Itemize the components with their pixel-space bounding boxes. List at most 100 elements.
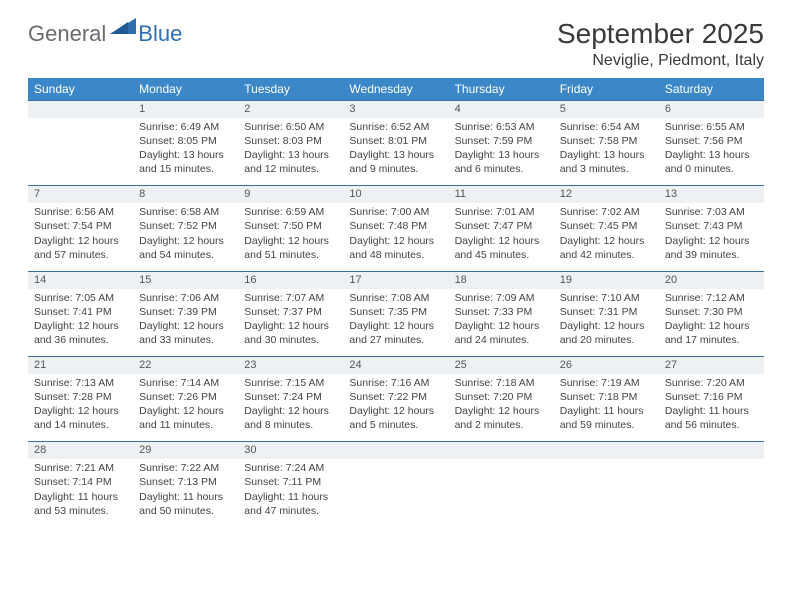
day-number-cell: 8 [133,186,238,203]
day-number-cell: 19 [554,271,659,288]
weekday-header: Monday [133,78,238,101]
page-header: General Blue September 2025 Neviglie, Pi… [28,18,764,70]
sunset-text: Sunset: 8:03 PM [244,134,337,148]
day-number-cell: 2 [238,101,343,118]
sunrise-text: Sunrise: 7:00 AM [349,205,442,219]
sunset-text: Sunset: 7:31 PM [560,305,653,319]
sunrise-text: Sunrise: 7:09 AM [455,291,548,305]
sunset-text: Sunset: 7:59 PM [455,134,548,148]
day-content-row: Sunrise: 7:21 AMSunset: 7:14 PMDaylight:… [28,459,764,527]
sunrise-text: Sunrise: 7:06 AM [139,291,232,305]
day-cell: Sunrise: 7:01 AMSunset: 7:47 PMDaylight:… [449,203,554,271]
day-cell: Sunrise: 7:05 AMSunset: 7:41 PMDaylight:… [28,289,133,357]
day-cell: Sunrise: 6:55 AMSunset: 7:56 PMDaylight:… [659,118,764,186]
sunset-text: Sunset: 7:47 PM [455,219,548,233]
day-number-cell: 4 [449,101,554,118]
daylight-text: Daylight: 12 hours and 2 minutes. [455,404,548,432]
daylight-text: Daylight: 12 hours and 17 minutes. [665,319,758,347]
daylight-text: Daylight: 13 hours and 9 minutes. [349,148,442,176]
daylight-text: Daylight: 12 hours and 51 minutes. [244,234,337,262]
empty-daynum-cell [343,442,448,459]
sunrise-text: Sunrise: 6:58 AM [139,205,232,219]
day-number-cell: 25 [449,357,554,374]
sunset-text: Sunset: 7:58 PM [560,134,653,148]
day-number-cell: 10 [343,186,448,203]
sunset-text: Sunset: 7:54 PM [34,219,127,233]
day-cell: Sunrise: 7:13 AMSunset: 7:28 PMDaylight:… [28,374,133,442]
sunset-text: Sunset: 7:50 PM [244,219,337,233]
day-number-cell: 27 [659,357,764,374]
sunrise-text: Sunrise: 6:59 AM [244,205,337,219]
day-cell: Sunrise: 6:49 AMSunset: 8:05 PMDaylight:… [133,118,238,186]
empty-day-cell [449,459,554,527]
daylight-text: Daylight: 12 hours and 20 minutes. [560,319,653,347]
weekday-header: Wednesday [343,78,448,101]
day-cell: Sunrise: 7:12 AMSunset: 7:30 PMDaylight:… [659,289,764,357]
day-cell: Sunrise: 7:06 AMSunset: 7:39 PMDaylight:… [133,289,238,357]
day-number-cell: 26 [554,357,659,374]
empty-day-cell [28,118,133,186]
empty-daynum-cell [659,442,764,459]
day-number-cell: 14 [28,271,133,288]
sunrise-text: Sunrise: 7:02 AM [560,205,653,219]
month-title: September 2025 [557,18,764,50]
day-number-row: 14151617181920 [28,271,764,288]
sunrise-text: Sunrise: 7:19 AM [560,376,653,390]
sunrise-text: Sunrise: 6:54 AM [560,120,653,134]
sunset-text: Sunset: 7:24 PM [244,390,337,404]
day-cell: Sunrise: 7:02 AMSunset: 7:45 PMDaylight:… [554,203,659,271]
daylight-text: Daylight: 12 hours and 14 minutes. [34,404,127,432]
sunrise-text: Sunrise: 7:10 AM [560,291,653,305]
day-cell: Sunrise: 7:00 AMSunset: 7:48 PMDaylight:… [343,203,448,271]
sunset-text: Sunset: 7:41 PM [34,305,127,319]
day-number-cell: 9 [238,186,343,203]
logo: General Blue [28,18,182,49]
sunrise-text: Sunrise: 7:03 AM [665,205,758,219]
day-number-cell: 28 [28,442,133,459]
sunrise-text: Sunrise: 6:52 AM [349,120,442,134]
sunset-text: Sunset: 7:52 PM [139,219,232,233]
sunset-text: Sunset: 7:48 PM [349,219,442,233]
sunrise-text: Sunrise: 7:18 AM [455,376,548,390]
sunset-text: Sunset: 7:11 PM [244,475,337,489]
daylight-text: Daylight: 12 hours and 48 minutes. [349,234,442,262]
daylight-text: Daylight: 11 hours and 50 minutes. [139,490,232,518]
day-number-row: 282930 [28,442,764,459]
sunset-text: Sunset: 7:14 PM [34,475,127,489]
sunrise-text: Sunrise: 7:07 AM [244,291,337,305]
empty-daynum-cell [554,442,659,459]
weekday-header: Thursday [449,78,554,101]
empty-daynum-cell [28,101,133,118]
daylight-text: Daylight: 12 hours and 57 minutes. [34,234,127,262]
day-cell: Sunrise: 7:08 AMSunset: 7:35 PMDaylight:… [343,289,448,357]
empty-daynum-cell [449,442,554,459]
daylight-text: Daylight: 12 hours and 5 minutes. [349,404,442,432]
sunset-text: Sunset: 7:16 PM [665,390,758,404]
daylight-text: Daylight: 12 hours and 39 minutes. [665,234,758,262]
logo-text-blue: Blue [138,21,182,47]
sunrise-text: Sunrise: 6:53 AM [455,120,548,134]
day-content-row: Sunrise: 7:05 AMSunset: 7:41 PMDaylight:… [28,289,764,357]
daylight-text: Daylight: 11 hours and 47 minutes. [244,490,337,518]
day-cell: Sunrise: 6:53 AMSunset: 7:59 PMDaylight:… [449,118,554,186]
day-cell: Sunrise: 7:18 AMSunset: 7:20 PMDaylight:… [449,374,554,442]
sunset-text: Sunset: 8:05 PM [139,134,232,148]
empty-day-cell [343,459,448,527]
day-number-row: 123456 [28,101,764,118]
day-cell: Sunrise: 7:09 AMSunset: 7:33 PMDaylight:… [449,289,554,357]
logo-triangle-icon [110,18,136,39]
sunset-text: Sunset: 7:33 PM [455,305,548,319]
empty-day-cell [659,459,764,527]
sunrise-text: Sunrise: 7:14 AM [139,376,232,390]
weekday-header: Saturday [659,78,764,101]
sunset-text: Sunset: 7:45 PM [560,219,653,233]
day-cell: Sunrise: 7:15 AMSunset: 7:24 PMDaylight:… [238,374,343,442]
sunrise-text: Sunrise: 6:50 AM [244,120,337,134]
daylight-text: Daylight: 13 hours and 12 minutes. [244,148,337,176]
day-cell: Sunrise: 7:24 AMSunset: 7:11 PMDaylight:… [238,459,343,527]
daylight-text: Daylight: 13 hours and 6 minutes. [455,148,548,176]
day-number-cell: 17 [343,271,448,288]
day-number-cell: 23 [238,357,343,374]
daylight-text: Daylight: 12 hours and 24 minutes. [455,319,548,347]
sunrise-text: Sunrise: 6:55 AM [665,120,758,134]
